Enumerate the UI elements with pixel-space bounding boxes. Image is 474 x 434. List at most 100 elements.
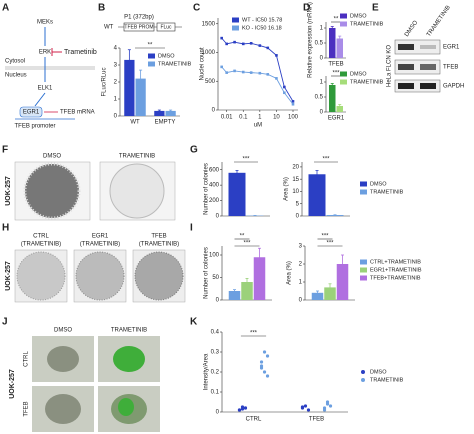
panel-label: G (190, 145, 198, 156)
bar (253, 257, 266, 300)
x-tick-label: EGR1 (328, 116, 345, 122)
legend-swatch (361, 378, 365, 382)
marker (249, 42, 253, 45)
legend-label: KO - IC50 16.18 (242, 25, 282, 31)
y-tick-label: 0 (216, 298, 220, 304)
column-label: DMSO (54, 328, 72, 334)
marker (233, 69, 236, 73)
panel-label: J (2, 317, 8, 328)
marker (266, 46, 270, 50)
label: TFEB PROM (124, 24, 153, 30)
legend-swatch (360, 267, 367, 273)
legend-swatch (340, 21, 347, 27)
y-axis-label: FLuc/RLuc (102, 67, 108, 96)
point (322, 408, 327, 412)
y-tick-label: 0.1 (211, 390, 220, 396)
curve (221, 37, 294, 102)
y-axis-label: Number of colonies (204, 163, 210, 215)
y-tick-label: 1000 (202, 50, 216, 56)
marker (283, 85, 286, 89)
y-tick-label: 1 (320, 26, 324, 32)
legend-label: TFEB+TRAMETINIB (370, 275, 421, 281)
panel-label: B (98, 3, 105, 14)
y-tick-label: 3 (299, 244, 303, 250)
marker (266, 73, 270, 76)
row-label: CTRL (24, 351, 30, 367)
panel-label: I (190, 223, 193, 234)
legend-swatch (340, 79, 347, 85)
lane-label: DMSO (404, 20, 419, 38)
x-tick-label: EMPTY (155, 120, 176, 126)
label: TFEB mRNA (60, 110, 95, 116)
marker (241, 42, 245, 46)
x-tick-label: 0.1 (239, 115, 248, 121)
marker (233, 40, 236, 44)
y-tick-label: 0.4 (211, 330, 220, 336)
column-label: TRAMETINIB (111, 328, 147, 334)
y-tick-label: 15 (292, 177, 299, 183)
legend-label: DMSO (370, 369, 387, 375)
spheroid (47, 346, 79, 372)
well-texture (23, 162, 81, 220)
significance: *** (242, 157, 250, 163)
y-tick-label: 3 (114, 63, 118, 69)
egr1-box (19, 106, 43, 118)
y-tick-label: 200 (209, 198, 220, 204)
promoter-box (123, 22, 155, 32)
point (237, 408, 242, 412)
y-tick-label: 2 (114, 80, 118, 86)
legend-swatch (340, 71, 347, 77)
point (303, 404, 308, 408)
legend-swatch (361, 370, 365, 374)
band (420, 45, 436, 49)
x-tick-label: TFEB (309, 417, 324, 423)
legend-swatch (360, 259, 367, 265)
marker (220, 36, 223, 40)
spheroid-images: DMSO TRAMETINIB CTRL TFEB UOK-257 (9, 328, 160, 432)
y-tick-label: 2 (299, 262, 303, 268)
y-tick-label: 0 (296, 214, 300, 220)
legend-label: TRAMETINIB (158, 61, 192, 67)
legend-label: DMSO (350, 13, 367, 19)
y-tick-label: 500 (205, 79, 216, 85)
y-tick-label: 0.5 (315, 95, 324, 101)
well (109, 163, 165, 219)
bar (228, 172, 246, 216)
well (134, 251, 184, 301)
point (325, 400, 330, 404)
legend-label: WT - IC50 15.78 (242, 17, 282, 23)
legend-swatch (360, 181, 367, 187)
bar (329, 28, 336, 58)
lane-label: TRAMETINIB (426, 5, 452, 38)
point (265, 374, 270, 378)
point (243, 406, 248, 410)
bar (241, 282, 253, 300)
x-tick-label: CTRL (246, 417, 262, 423)
bar (154, 110, 165, 116)
significance: *** (243, 241, 251, 247)
legend-swatch (148, 53, 155, 59)
rescue-images: CTRL EGR1 TFEB (TRAMETINIB) (TRAMETINIB)… (5, 234, 186, 303)
significance: *** (321, 234, 329, 240)
bar (311, 292, 324, 300)
spheroid (45, 394, 81, 424)
x-tick-label: 0.01 (221, 115, 233, 121)
y-tick-label: 1 (320, 80, 324, 86)
legend-swatch (360, 275, 367, 281)
y-tick-label: 50 (212, 275, 219, 281)
marker (258, 71, 262, 75)
y-tick-label: 100 (209, 253, 220, 259)
label: Nucleus (5, 73, 27, 79)
y-axis-label: Nuclei count (200, 47, 206, 80)
bar (336, 264, 349, 300)
bar (228, 291, 241, 300)
bar (135, 78, 146, 116)
well (16, 251, 66, 301)
y-tick-label: 0 (216, 214, 220, 220)
cell-line: UOK-257 (9, 369, 16, 399)
y-tick-label: 0 (212, 108, 216, 114)
western-blot: DMSO TRAMETINIB EGR1 TFEB GAPDH HeLa FLC… (387, 5, 464, 93)
blot-strip (394, 39, 441, 55)
bar (308, 174, 326, 216)
panel-label: D (303, 3, 310, 14)
